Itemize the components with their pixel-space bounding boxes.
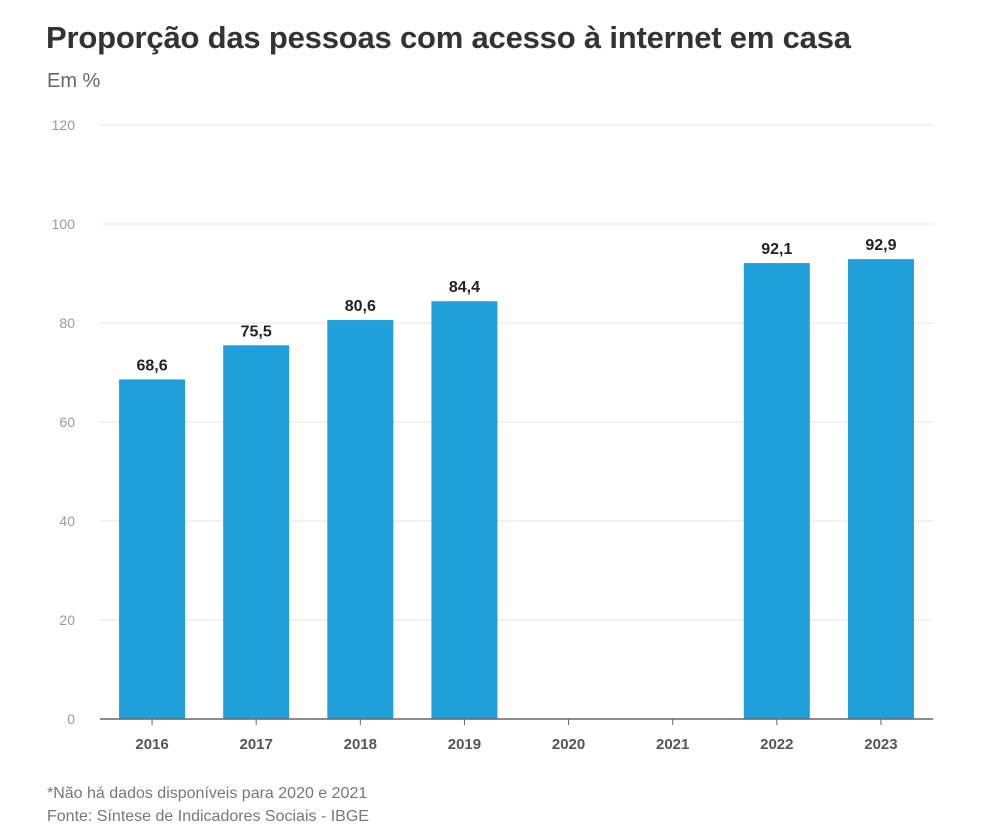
x-axis-ticks: 2016 2017 2018 2019 2020 2021 2022 2023 (135, 719, 898, 753)
y-axis-ticks: 0 20 40 60 80 100 120 (52, 117, 76, 727)
bars (119, 259, 914, 719)
x-tick-label-2021: 2021 (656, 736, 689, 753)
bar-2019 (431, 301, 498, 719)
bar-2017 (223, 345, 290, 719)
footnote: *Não há dados disponíveis para 2020 e 20… (47, 785, 368, 802)
bar-2023 (847, 259, 914, 719)
x-tick-label-2020: 2020 (552, 736, 585, 753)
x-tick-label-2016: 2016 (135, 736, 168, 753)
bar-2022 (743, 263, 810, 719)
bar-2018 (327, 320, 394, 719)
value-label-2019: 84,4 (449, 279, 480, 296)
value-label-2016: 68,6 (136, 357, 167, 374)
bar-chart: 0 20 40 60 80 100 120 68,6 75,5 80,6 84,4 92,1 92,9… (52, 117, 933, 753)
chart-title: Proporção das pessoas com acesso à inter… (46, 20, 851, 55)
value-label-2018: 80,6 (345, 298, 376, 315)
y-tick-label-100: 100 (52, 216, 76, 232)
bar-2016 (119, 379, 186, 719)
x-tick-label-2022: 2022 (760, 736, 793, 753)
x-tick-label-2019: 2019 (448, 736, 481, 753)
value-labels: 68,6 75,5 80,6 84,4 92,1 92,9 (136, 237, 896, 374)
value-label-2023: 92,9 (865, 237, 896, 254)
y-tick-label-80: 80 (59, 315, 75, 331)
x-tick-label-2023: 2023 (864, 736, 897, 753)
source-note: Fonte: Síntese de Indicadores Sociais - … (47, 808, 369, 825)
y-tick-label-0: 0 (67, 711, 75, 727)
value-label-2022: 92,1 (761, 241, 792, 258)
y-tick-label-120: 120 (52, 117, 76, 133)
x-tick-label-2017: 2017 (240, 736, 273, 753)
chart-subtitle: Em % (47, 70, 101, 92)
x-tick-label-2018: 2018 (344, 736, 377, 753)
y-tick-label-20: 20 (59, 612, 75, 628)
y-tick-label-40: 40 (59, 513, 75, 529)
y-tick-label-60: 60 (59, 414, 75, 430)
value-label-2017: 75,5 (241, 323, 272, 340)
